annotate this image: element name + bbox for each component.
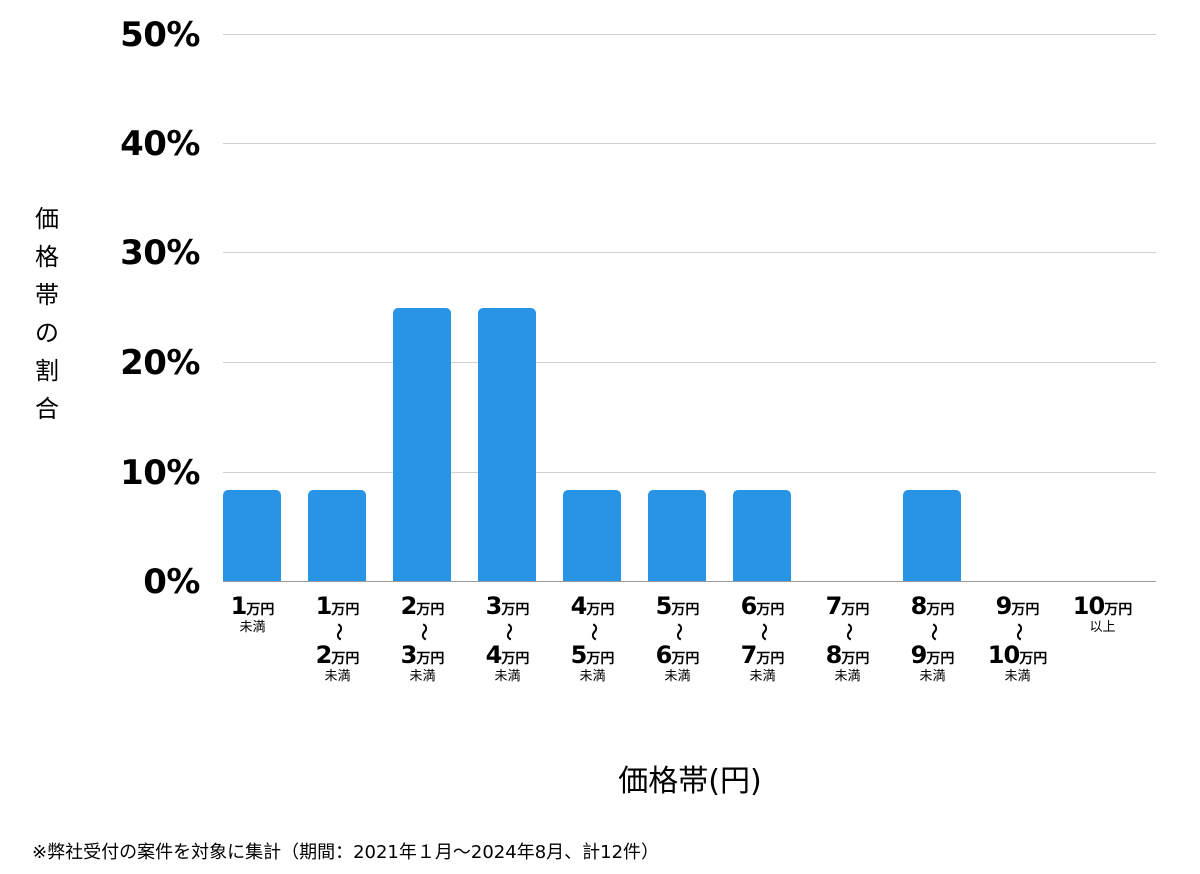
x-tick-label: 3万円〜 4万円 未満 — [485, 592, 530, 684]
x-tick-label: 5万円〜 6万円 未満 — [655, 592, 700, 684]
x-tick-label: 10万円 以上 — [1072, 592, 1133, 635]
x-tick-label: 1万円〜 2万円 未満 — [315, 592, 360, 684]
y-tick-30: 30% — [120, 233, 200, 273]
y-tick-10: 10% — [120, 453, 200, 493]
x-axis-baseline — [223, 581, 1156, 582]
y-axis-label-char: 帯 — [35, 281, 59, 309]
y-tick-20: 20% — [120, 343, 200, 383]
y-tick-40: 40% — [120, 124, 200, 164]
y-axis-label-char: 価 — [35, 205, 59, 233]
footnote: ※弊社受付の案件を対象に集計（期間：2021年１月〜2024年8月、計12件） — [32, 842, 660, 863]
bar — [563, 489, 621, 581]
x-tick-label: 8万円〜 9万円 未満 — [910, 592, 955, 684]
x-tick-label: 9万円〜 10万円 未満 — [987, 592, 1048, 684]
x-tick-label: 1万円 未満 — [230, 592, 275, 635]
y-axis-label-char: の — [35, 319, 59, 347]
bar — [478, 307, 536, 581]
x-axis-title: 価格帯(円) — [618, 764, 762, 799]
y-axis-label-char: 割 — [35, 357, 59, 385]
y-tick-50: 50% — [120, 15, 200, 55]
gridline-20 — [223, 362, 1156, 363]
y-tick-0: 0% — [143, 562, 200, 602]
bar — [223, 489, 281, 581]
y-axis-label-char: 格 — [35, 243, 59, 271]
y-axis-label: 価 格 帯 の 割 合 — [30, 200, 64, 428]
gridline-10 — [223, 472, 1156, 473]
bar — [393, 307, 451, 581]
x-tick-label: 6万円〜 7万円 未満 — [740, 592, 785, 684]
x-tick-label: 4万円〜 5万円 未満 — [570, 592, 615, 684]
bar — [733, 489, 791, 581]
x-tick-label: 2万円〜 3万円 未満 — [400, 592, 445, 684]
gridline-30 — [223, 252, 1156, 253]
bar — [648, 489, 706, 581]
bar — [903, 489, 961, 581]
x-tick-label: 7万円〜 8万円 未満 — [825, 592, 870, 684]
gridline-40 — [223, 143, 1156, 144]
y-axis-label-char: 合 — [35, 395, 59, 423]
gridline-50 — [223, 34, 1156, 35]
bar — [308, 489, 366, 581]
